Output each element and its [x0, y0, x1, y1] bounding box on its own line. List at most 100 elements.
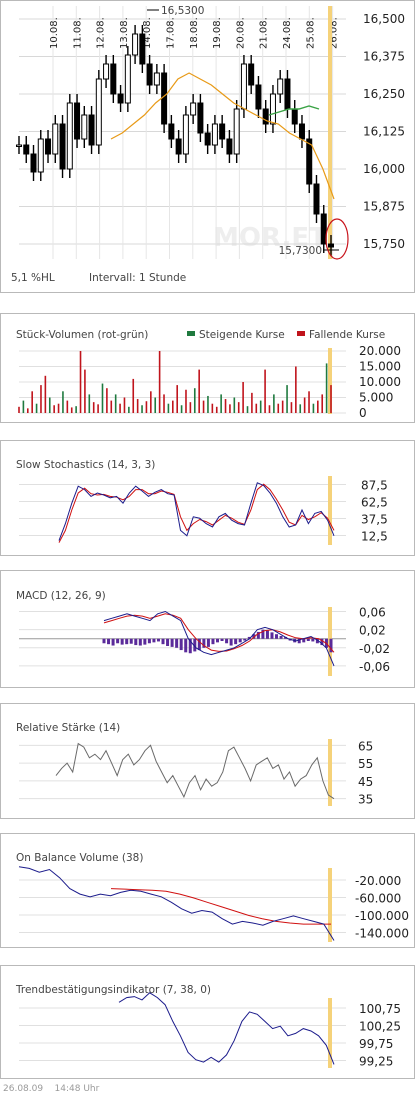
- macd-hist-bar-31: [243, 638, 247, 641]
- volume-bar-52: [246, 406, 249, 413]
- price-highlight-bar: [328, 6, 332, 259]
- macd-title: MACD (12, 26, 9): [16, 590, 106, 602]
- price-ytick-1: 16,375: [363, 50, 405, 64]
- macd-hist-bar-0: [102, 638, 106, 644]
- footer-time: 14:48 Uhr: [54, 1084, 100, 1094]
- stoch-ytick-1: 62,5: [361, 496, 388, 510]
- obv-ytick-1: -60.000: [355, 892, 401, 906]
- price-candle-body-33: [255, 84, 262, 110]
- macd-hist-bar-35: [261, 629, 265, 639]
- volume-bar-62: [290, 402, 293, 413]
- macd-hist-bar-3: [116, 638, 120, 644]
- macd-hist-bar-18: [184, 638, 188, 653]
- rsi-highlight-bar: [328, 739, 332, 806]
- volume-bar-60: [281, 400, 284, 413]
- price-low-label: 15,7300: [279, 245, 322, 257]
- macd-hist-bar-6: [129, 638, 133, 644]
- price-candle-body-25: [197, 102, 204, 134]
- legend-up-label: Steigende Kurse: [199, 329, 285, 341]
- price-candle-body-35: [269, 93, 276, 125]
- macd-hist-bar-39: [279, 636, 283, 639]
- macd-hist-bar-38: [275, 634, 279, 639]
- trend-chart: Trendbestätigungsindikator (7, 38, 0) 10…: [15, 984, 401, 1069]
- stoch-highlight-bar: [328, 476, 332, 545]
- price-candle-body-32: [248, 63, 255, 86]
- rsi-ytick-1: 55: [358, 757, 373, 771]
- price-date-label-11: 25.08.: [305, 17, 316, 49]
- trend-ytick-0: 100,75: [359, 1002, 401, 1016]
- macd-hist-bar-12: [156, 638, 160, 642]
- volume-bar-49: [233, 397, 236, 413]
- price-candle-body-26: [204, 132, 211, 146]
- price-candle-body-39: [298, 123, 305, 140]
- volume-bar-58: [273, 394, 275, 413]
- macd-hist-bar-7: [134, 638, 138, 646]
- price-candle-body-40: [306, 138, 313, 185]
- volume-bar-15: [84, 369, 86, 413]
- volume-bar-35: [172, 400, 174, 413]
- macd-hist-bar-9: [143, 638, 147, 645]
- macd-hist-bar-15: [170, 638, 174, 647]
- price-date-label-12: 26.08.: [329, 17, 340, 49]
- volume-ytick-2: 10.000: [359, 375, 401, 389]
- macd-ytick-3: -0,06: [359, 660, 390, 674]
- price-candle-body-22: [175, 138, 182, 155]
- price-date-label-4: 14.08.: [142, 17, 153, 49]
- volume-bar-40: [193, 388, 196, 413]
- price-date-label-2: 12.08.: [96, 17, 107, 49]
- macd-hist-bar-46: [311, 638, 315, 642]
- price-candle-body-37: [284, 78, 291, 110]
- volume-bar-21: [110, 400, 113, 413]
- macd-main-line: [103, 610, 335, 667]
- price-panel: MOR.ET 5,1 %HL Intervall: 1 Stunde 16,50…: [0, 0, 415, 293]
- volume-bar-42: [202, 400, 205, 413]
- price-candle-body-8: [74, 102, 81, 140]
- price-candle-body-6: [59, 123, 66, 170]
- rsi-ytick-3: 35: [358, 793, 373, 807]
- price-candle-body-14: [117, 93, 124, 104]
- macd-hist-bar-8: [138, 638, 142, 646]
- volume-bar-33: [163, 394, 165, 413]
- price-ytick-6: 15,750: [363, 237, 405, 251]
- price-candle-body-20: [161, 72, 168, 125]
- volume-bar-34: [167, 403, 170, 413]
- macd-hist-bar-4: [120, 638, 124, 645]
- macd-hist-bar-24: [211, 638, 215, 645]
- trend-ytick-2: 99,75: [359, 1037, 393, 1051]
- stoch-ytick-2: 37,5: [361, 513, 388, 527]
- stoch-ytick-0: 87,5: [361, 479, 388, 493]
- macd-hist-bar-26: [220, 638, 224, 641]
- stochastics-title: Slow Stochastics (14, 3, 3): [16, 459, 155, 471]
- price-candle-body-7: [66, 102, 73, 170]
- macd-hist-bar-32: [247, 636, 251, 639]
- volume-bar-36: [176, 385, 178, 413]
- obv-chart: On Balance Volume (38) -20.000 -60.000 -10…: [16, 852, 409, 942]
- price-ytick-0: 16,500: [363, 12, 405, 26]
- macd-ytick-1: 0,02: [359, 624, 386, 638]
- macd-hist-bar-50: [329, 638, 333, 653]
- macd-hist-bar-48: [320, 638, 324, 646]
- price-candle-body-4: [45, 138, 52, 155]
- volume-bar-16: [88, 394, 91, 413]
- price-chart: MOR.ET 5,1 %HL Intervall: 1 Stunde 16,50…: [11, 5, 405, 284]
- obv-ytick-0: -20.000: [355, 874, 401, 888]
- volume-bar-11: [66, 400, 69, 413]
- price-candle-body-16: [132, 33, 139, 56]
- price-candle-body-3: [37, 138, 44, 173]
- macd-hist-bar-43: [297, 638, 301, 644]
- volume-bar-8: [53, 405, 55, 413]
- price-candle-body-36: [277, 78, 284, 95]
- legend-down-swatch: [297, 331, 305, 336]
- macd-hist-bar-1: [107, 638, 111, 645]
- price-candle-body-11: [95, 78, 102, 146]
- trend-title: Trendbestätigungsindikator (7, 38, 0): [15, 984, 211, 996]
- rsi-panel: Relative Stärke (14) 65 55 45 35: [0, 703, 415, 819]
- price-candle-body-15: [124, 54, 131, 104]
- volume-bar-63: [295, 366, 297, 413]
- volume-bar-17: [92, 402, 95, 413]
- volume-bar-32: [158, 351, 161, 413]
- rsi-ytick-2: 45: [358, 775, 373, 789]
- volume-panel: Stück-Volumen (rot-grün) Steigende Kurse…: [0, 313, 415, 423]
- macd-hist-bar-11: [152, 638, 156, 643]
- macd-hist-bar-5: [125, 638, 129, 645]
